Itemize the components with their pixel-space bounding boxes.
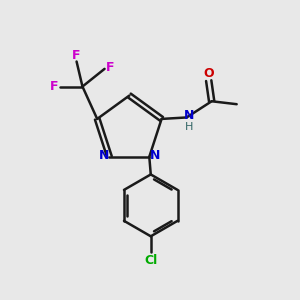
Text: N: N bbox=[184, 109, 194, 122]
Text: H: H bbox=[185, 122, 193, 132]
Text: O: O bbox=[203, 67, 214, 80]
Text: F: F bbox=[72, 49, 81, 62]
Text: N: N bbox=[149, 149, 160, 162]
Text: F: F bbox=[50, 80, 59, 93]
Text: F: F bbox=[106, 61, 114, 74]
Text: Cl: Cl bbox=[144, 254, 158, 267]
Text: N: N bbox=[99, 149, 110, 162]
